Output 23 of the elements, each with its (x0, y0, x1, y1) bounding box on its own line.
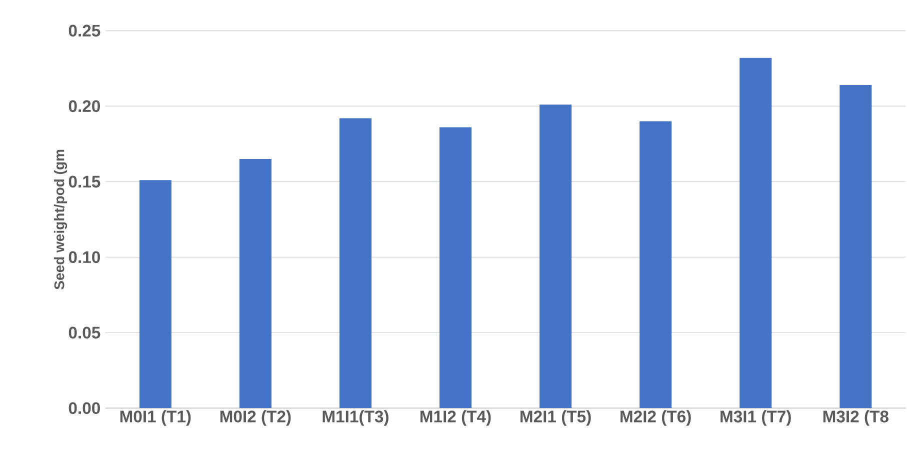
bar (540, 104, 572, 408)
bar (239, 158, 272, 408)
x-tick-label: M0I2 (T2) (220, 410, 291, 426)
y-tick-label: 0.00 (68, 402, 100, 414)
y-axis-title: Seed weight/pod (gm (54, 150, 68, 290)
y-tick-label: 0.05 (68, 326, 100, 338)
y-tick-label: 0.25 (68, 24, 100, 36)
bar (840, 84, 872, 408)
x-tick-label: M1I1(T3) (322, 410, 388, 426)
bar (339, 118, 372, 408)
bar (440, 127, 472, 408)
bar (139, 180, 172, 408)
bar (640, 121, 672, 408)
y-tick-label: 0.15 (68, 176, 100, 188)
x-tick-label: M2I2 (T6) (620, 410, 691, 426)
y-tick-label: 0.20 (68, 100, 100, 112)
bar (740, 58, 772, 408)
x-tick-label: M0I1 (T1) (120, 410, 191, 426)
x-tick-label: M1I2 (T4) (420, 410, 491, 426)
x-tick-label: M2I1 (T5) (520, 410, 591, 426)
y-tick-label: 0.10 (68, 251, 100, 263)
x-tick-label: M3I1 (T7) (720, 410, 791, 426)
x-tick-label: M3I2 (T8 (823, 410, 888, 426)
